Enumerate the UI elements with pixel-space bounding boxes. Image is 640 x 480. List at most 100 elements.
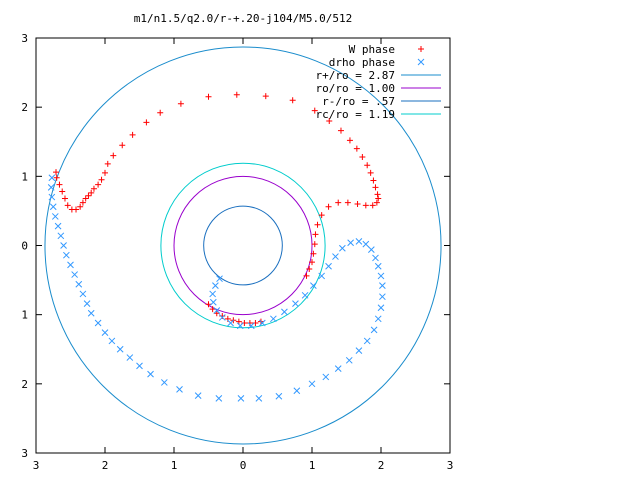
w-phase-point [102,169,108,176]
drho-phase-point [57,232,65,240]
drho-phase-point [54,222,62,230]
w-phase-point [310,250,317,257]
drho-phase-point [293,387,301,395]
w-phase-point [77,203,84,210]
w-phase-point [373,199,380,206]
drho-phase-point [209,290,216,298]
drho-phase-point [67,261,74,269]
w-phase-point [372,184,379,191]
w-phase-point [53,169,60,176]
w-phase-point [309,259,315,266]
drho-phase-point [355,347,363,354]
w-phase-point [209,306,216,313]
drho-phase-point [101,329,109,337]
x-tick-label: 2 [102,459,109,472]
drho-phase-point [212,282,219,289]
drho-phase-point [215,395,223,402]
legend-label: rc/ro = 1.19 [316,108,395,121]
w-phase-point [224,315,231,322]
drho-phase-point [94,319,102,327]
w-phase-point [129,131,136,138]
w-phase-point [53,174,60,181]
drho-phase-point [370,326,378,334]
legend-label: r-/ro = .57 [322,95,395,108]
w-phase-point [104,160,111,167]
drho-phase-point [209,298,217,306]
w-phase-point [90,185,97,192]
drho-phase-point [347,239,354,247]
drho-phase-point [258,319,266,327]
w-phase-point [311,241,318,248]
w-phase-point [64,202,71,209]
w-phase-point [312,231,319,238]
w-phase-point [235,318,242,325]
drho-phase-point [367,246,375,254]
drho-phase-point [339,244,346,252]
x-tick-label: 1 [171,459,178,472]
w-phase-point [314,221,321,228]
w-phase-point [119,142,126,149]
y-tick-label: 2 [21,101,28,114]
legend-symbol [418,46,424,52]
w-phase-point [359,153,366,160]
drho-phase-point [51,213,59,220]
drho-phase-point [322,373,330,381]
drho-phase-point [216,275,223,283]
legend-label: r+/ro = 2.87 [316,69,395,82]
drho-phase-point [194,392,202,399]
w-phase-point [370,177,377,184]
drho-phase-point [237,395,245,402]
w-phase-point [95,181,102,188]
drho-phase-point [79,290,87,298]
w-phase-point [364,162,371,169]
w-phase-point [335,199,342,206]
w-phase-point [344,199,351,206]
x-tick-label: 1 [309,459,316,472]
drho-phase-point [308,380,316,388]
w-phase-point [241,319,248,326]
w-phase-point [82,195,89,202]
circle-r-ro-57 [203,205,283,286]
legend-label: ro/ro = 1.00 [316,82,395,95]
w-phase-point [85,192,92,199]
drho-phase-point [363,337,371,345]
legend-label: drho phase [329,56,395,69]
w-phase-point [306,266,313,273]
w-phase-point [219,313,226,320]
y-tick-label: 3 [21,32,28,45]
w-phase-point [252,319,259,326]
w-phase-point [213,310,220,317]
drho-phase-point [83,300,91,307]
drho-phase-point [334,365,342,372]
w-phase-point [326,118,333,124]
drho-phase-point [255,395,263,402]
w-phase-point [353,145,360,152]
drho-phase-point [270,315,277,323]
w-phase-point [56,181,63,188]
drho-phase-point [377,304,385,312]
w-phase-point [354,201,361,207]
w-phase-point [337,127,344,134]
w-phase-point [318,212,325,219]
drho-phase-point [63,251,70,259]
y-tick-label: 3 [21,447,28,460]
w-phase-point [289,97,296,104]
drho-phase-point [374,315,382,323]
drho-phase-point [247,322,255,330]
x-tick-label: 3 [447,459,454,472]
drho-phase-point [292,300,299,307]
drho-phase-point [332,253,339,260]
w-phase-point [311,107,318,114]
drho-phase-point [75,280,83,288]
w-phase-point [375,195,382,202]
w-phase-point [88,189,95,196]
drho-phase-point [126,354,134,361]
chart-title: m1/n1.5/q2.0/r-+.20-j104/M5.0/512 [134,12,353,25]
drho-phase-point [87,309,95,317]
drho-phase-point [377,272,385,280]
drho-phase-point [71,271,78,278]
drho-phase-point [136,362,143,370]
drho-phase-point [275,392,283,400]
legend-symbol [417,58,425,66]
